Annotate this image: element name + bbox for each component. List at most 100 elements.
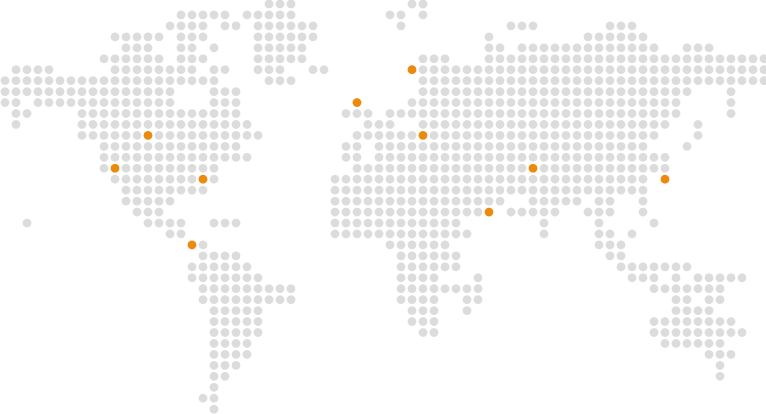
land-dot [539,207,549,217]
land-dot [715,350,725,359]
land-dot [374,141,384,151]
land-dot [550,141,560,151]
land-dot [418,54,428,64]
land-dot [484,54,494,64]
land-dot [121,109,131,118]
land-dot [407,284,417,294]
land-dot [704,65,714,75]
land-dot [462,284,472,294]
land-dot [77,98,87,107]
land-dot [649,98,659,107]
land-dot [99,98,109,107]
land-dot [462,109,472,118]
land-dot [385,218,395,228]
land-dot [363,196,373,206]
land-dot [440,131,450,140]
land-dot [616,262,626,272]
land-dot [132,76,142,86]
land-dot [121,87,131,96]
land-dot [187,65,197,75]
land-dot [704,284,714,294]
land-dot [88,87,98,96]
land-dot [418,10,428,20]
land-dot [682,141,692,151]
land-dot [110,174,120,184]
land-dot [407,109,417,118]
land-dot [220,262,230,272]
land-dot [539,185,549,195]
land-dot [715,273,725,283]
land-dot [242,328,252,337]
land-dot [308,65,318,75]
land-dot [473,174,483,184]
land-dot [275,76,285,86]
land-dot [99,120,109,129]
land-dot [154,163,164,173]
land-dot [297,21,307,31]
land-dot [528,109,538,118]
land-dot [671,339,681,348]
land-dot [341,196,351,206]
land-dot [132,163,142,173]
land-dot [528,207,538,217]
land-dot [165,141,175,151]
land-dot [539,218,549,228]
land-dot [484,98,494,107]
land-dot [220,273,230,283]
land-dot [594,229,604,239]
land-dot [165,98,175,107]
land-dot [231,251,241,261]
land-dot [253,295,263,305]
land-dot [539,98,549,107]
land-dot [704,54,714,64]
land-dot [330,185,340,195]
land-dot [473,295,483,305]
land-dot [407,152,417,162]
land-dot [594,240,604,250]
land-dot [649,87,659,96]
land-dot [704,350,714,359]
land-dot [187,141,197,151]
land-dot [594,152,604,162]
land-dot [374,152,384,162]
land-dot [451,207,461,217]
land-dot [418,284,428,294]
land-dot [209,141,219,151]
land-dot [517,21,527,31]
land-dot [121,174,131,184]
land-dot [429,317,439,326]
land-dot [429,87,439,96]
land-dot [165,163,175,173]
land-dot [352,141,362,151]
land-dot [638,32,648,42]
land-dot [627,109,637,118]
land-dot [209,284,219,294]
land-dot [528,21,538,31]
land-dot [209,120,219,129]
land-dot [242,152,252,162]
land-dot [253,273,263,283]
land-dot [385,207,395,217]
land-dot [484,196,494,206]
land-dot [506,163,516,173]
land-dot [693,131,703,140]
land-dot [440,120,450,129]
land-dot [638,185,648,195]
land-dot [165,196,175,206]
land-dot [506,131,516,140]
land-dot [462,185,472,195]
land-dot [638,196,648,206]
land-dot [605,207,615,217]
land-dot [99,163,109,173]
land-dot [594,185,604,195]
land-dot [539,141,549,151]
land-dot [737,273,747,283]
land-dot [671,262,681,272]
land-dot [418,328,428,337]
land-dot [572,109,582,118]
land-dot [385,229,395,239]
land-dot [495,131,505,140]
land-dot [484,174,494,184]
land-dot [99,87,109,96]
land-dot [253,306,263,315]
